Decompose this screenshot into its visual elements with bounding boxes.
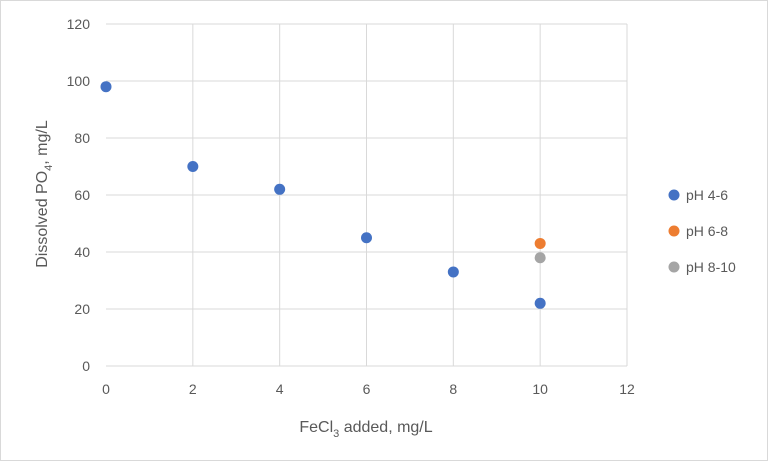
x-tick-label: 10 xyxy=(532,381,548,397)
legend-marker xyxy=(668,225,680,237)
data-points xyxy=(100,81,546,309)
x-axis-title: FeCl3 added, mg/L xyxy=(299,419,432,440)
data-point-series-1 xyxy=(447,266,459,278)
y-tick-label: 80 xyxy=(74,130,90,146)
y-tick-label: 0 xyxy=(82,358,90,374)
legend-label: pH 6-8 xyxy=(686,223,728,239)
y-tick-label: 100 xyxy=(67,73,91,89)
data-point-series-1 xyxy=(534,297,546,309)
legend-label: pH 8-10 xyxy=(686,259,736,275)
legend: pH 4-6 pH 6-8 pH 8-10 xyxy=(668,187,736,275)
horizontal-gridlines xyxy=(106,23,627,310)
x-tick-label: 0 xyxy=(102,381,110,397)
data-point-series-3 xyxy=(534,252,546,264)
data-point-series-1 xyxy=(274,183,286,195)
legend-label: pH 4-6 xyxy=(686,187,728,203)
data-point-series-1 xyxy=(100,81,112,93)
y-tick-label: 60 xyxy=(74,187,90,203)
legend-marker xyxy=(668,189,680,201)
data-point-series-1 xyxy=(361,232,372,244)
x-tick-label: 12 xyxy=(619,381,635,397)
y-tick-label: 20 xyxy=(74,301,90,317)
y-axis-title: Dissolved PO4, mg/L xyxy=(34,120,55,268)
data-point-series-2 xyxy=(534,237,546,249)
x-tick-label: 2 xyxy=(189,381,197,397)
y-tick-label: 120 xyxy=(67,16,91,32)
y-tick-label: 40 xyxy=(74,244,90,260)
x-tick-label: 8 xyxy=(449,381,457,397)
legend-marker xyxy=(668,261,680,273)
y-tick-labels: 0 20 40 60 80 100 120 xyxy=(67,16,91,374)
data-point-series-1 xyxy=(187,161,199,172)
x-tick-labels: 0 2 4 6 8 10 12 xyxy=(102,381,635,397)
x-tick-label: 6 xyxy=(363,381,371,397)
x-tick-label: 4 xyxy=(276,381,284,397)
